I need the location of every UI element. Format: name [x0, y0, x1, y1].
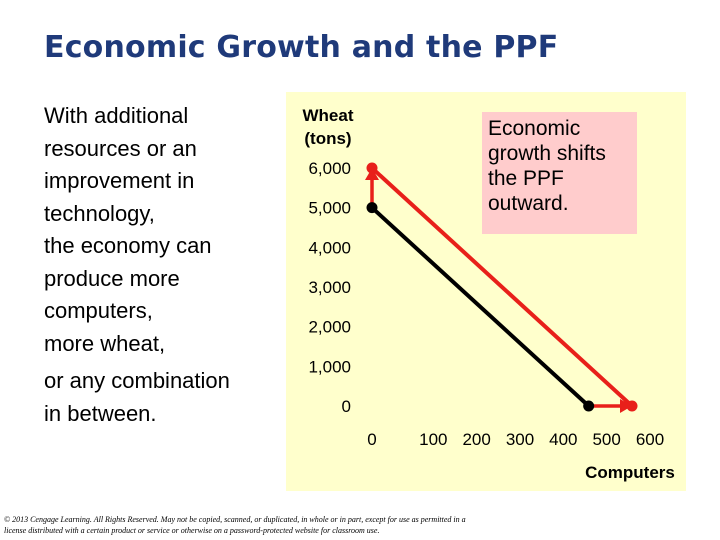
- y-axis-label-line: (tons): [304, 129, 351, 148]
- x-tick-label: 300: [506, 430, 534, 449]
- new-ppf-line: [370, 166, 634, 408]
- y-tick-label: 1,000: [308, 357, 351, 376]
- y-tick-labels: 0 1,000 2,000 3,000 4,000 5,000 6,000: [308, 159, 351, 416]
- y-tick-label: 2,000: [308, 318, 351, 337]
- x-tick-label: 0: [367, 430, 376, 449]
- x-tick-label: 100: [419, 430, 447, 449]
- body-line: technology,: [44, 200, 155, 226]
- callout-box: Economic growth shifts the PPF outward.: [482, 112, 637, 234]
- copyright-footer: © 2013 Cengage Learning. All Rights Rese…: [4, 515, 466, 535]
- shift-arrow-head: [365, 168, 379, 180]
- y-tick-label: 6,000: [308, 159, 351, 178]
- new-ppf-computer-intercept: [626, 400, 638, 412]
- original-ppf-computer-intercept: [583, 400, 595, 412]
- x-axis-label: Computers: [585, 463, 675, 482]
- body-text: With additional resources or an improvem…: [44, 100, 284, 430]
- y-tick-label: 5,000: [308, 199, 351, 218]
- intercept-points: [366, 162, 638, 412]
- x-tick-labels: 0 100 200 300 400 500 600: [367, 430, 664, 449]
- y-tick-label: 4,000: [308, 238, 351, 257]
- body-line: or any combination: [44, 368, 230, 393]
- body-line: resources or an: [44, 135, 197, 161]
- body-line: in between.: [44, 400, 157, 426]
- original-ppf-wheat-intercept: [366, 202, 378, 214]
- slide-title: Economic Growth and the PPF: [44, 30, 559, 65]
- x-tick-label: 400: [549, 430, 577, 449]
- x-tick-label: 600: [636, 430, 664, 449]
- y-axis-label-line: Wheat: [303, 106, 354, 125]
- body-line: With additional: [44, 103, 189, 128]
- y-tick-label: 0: [342, 397, 351, 416]
- body-line: the economy can: [44, 233, 212, 258]
- original-ppf-line: [370, 205, 591, 408]
- body-line: computers,: [44, 298, 153, 323]
- x-tick-label: 500: [592, 430, 620, 449]
- body-line: produce more: [44, 265, 180, 291]
- x-tick-label: 200: [462, 430, 490, 449]
- y-tick-label: 3,000: [308, 278, 351, 297]
- body-line: more wheat,: [44, 330, 166, 356]
- ppf-lines: [370, 166, 634, 408]
- shift-arrow-head: [620, 399, 632, 413]
- new-ppf-wheat-intercept: [366, 162, 378, 174]
- body-line: improvement in: [44, 168, 195, 193]
